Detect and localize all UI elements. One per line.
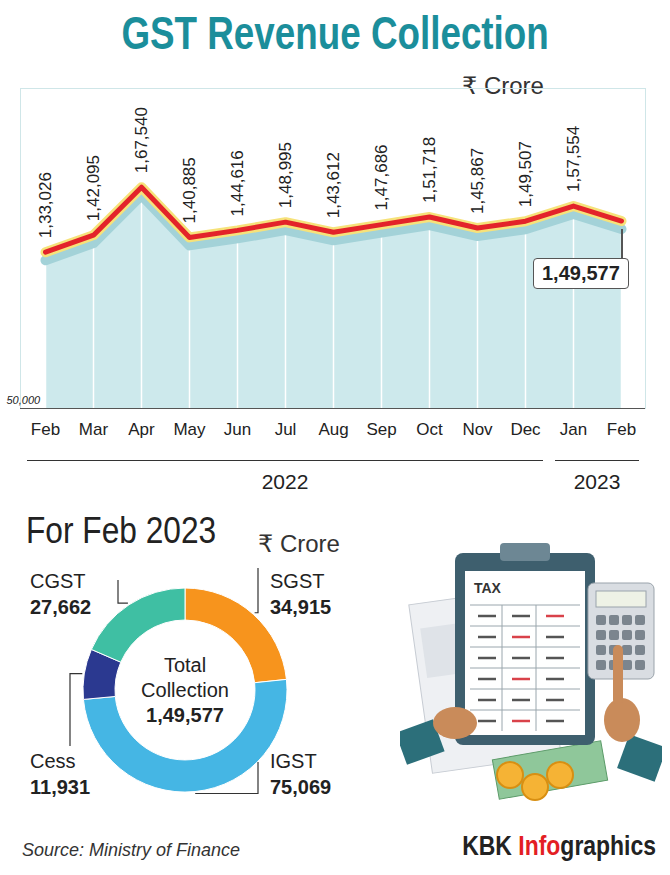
svg-text:1,48,995: 1,48,995	[276, 142, 295, 208]
svg-text:1,49,507: 1,49,507	[516, 141, 535, 207]
svg-text:Jul: Jul	[275, 420, 297, 439]
html-text:2023: 2023	[573, 470, 621, 493]
svg-text:TAX: TAX	[474, 580, 502, 596]
svg-text:May: May	[173, 420, 206, 439]
svg-text:CGST: CGST	[30, 570, 86, 592]
html-text:Source: Ministry of Finance: Source: Ministry of Finance	[22, 840, 241, 860]
svg-text:Jan: Jan	[560, 420, 587, 439]
html-text:1,49,577: 1,49,577	[542, 261, 620, 284]
svg-text:Jun: Jun	[224, 420, 251, 439]
html-text:GST Revenue Collection: GST Revenue Collection	[121, 7, 549, 59]
html-text:₹ Crore: ₹ Crore	[462, 72, 544, 99]
svg-text:IGST: IGST	[270, 750, 317, 772]
svg-text:11,931: 11,931	[30, 776, 90, 798]
svg-text:1,57,554: 1,57,554	[564, 126, 583, 192]
svg-text:27,662: 27,662	[30, 596, 91, 618]
html-text:₹ Crore: ₹ Crore	[258, 530, 340, 557]
svg-text:Nov: Nov	[462, 420, 493, 439]
svg-text:1,43,612: 1,43,612	[324, 152, 343, 218]
html-text:For Feb 2023: For Feb 2023	[26, 510, 217, 551]
svg-text:Total: Total	[164, 654, 206, 676]
svg-text:Feb: Feb	[607, 420, 636, 439]
svg-text:Apr: Apr	[128, 420, 155, 439]
svg-text:1,40,885: 1,40,885	[180, 157, 199, 223]
svg-text:1,45,867: 1,45,867	[468, 148, 487, 214]
svg-text:Collection: Collection	[141, 679, 229, 701]
svg-text:34,915: 34,915	[270, 596, 331, 618]
svg-text:1,51,718: 1,51,718	[420, 137, 439, 203]
svg-text:1,44,616: 1,44,616	[228, 150, 247, 216]
svg-text:1,67,540: 1,67,540	[132, 107, 151, 173]
svg-text:Dec: Dec	[510, 420, 541, 439]
svg-text:Feb: Feb	[31, 420, 60, 439]
svg-text:Cess: Cess	[30, 750, 76, 772]
svg-text:1,47,686: 1,47,686	[372, 144, 391, 210]
html-text:KBK Info graphics: KBK Info graphics	[462, 831, 656, 861]
svg-text:SGST: SGST	[270, 570, 324, 592]
svg-text:1,49,577: 1,49,577	[146, 704, 224, 726]
svg-text:1,42,095: 1,42,095	[84, 155, 103, 221]
html-text:2022: 2022	[261, 470, 309, 493]
svg-text:1,33,026: 1,33,026	[36, 172, 55, 238]
svg-text:Aug: Aug	[318, 420, 348, 439]
svg-text:Oct: Oct	[416, 420, 443, 439]
svg-text:Sep: Sep	[366, 420, 396, 439]
svg-text:75,069: 75,069	[270, 776, 331, 798]
svg-text:50,000: 50,000	[7, 394, 42, 406]
svg-text:Mar: Mar	[79, 420, 109, 439]
